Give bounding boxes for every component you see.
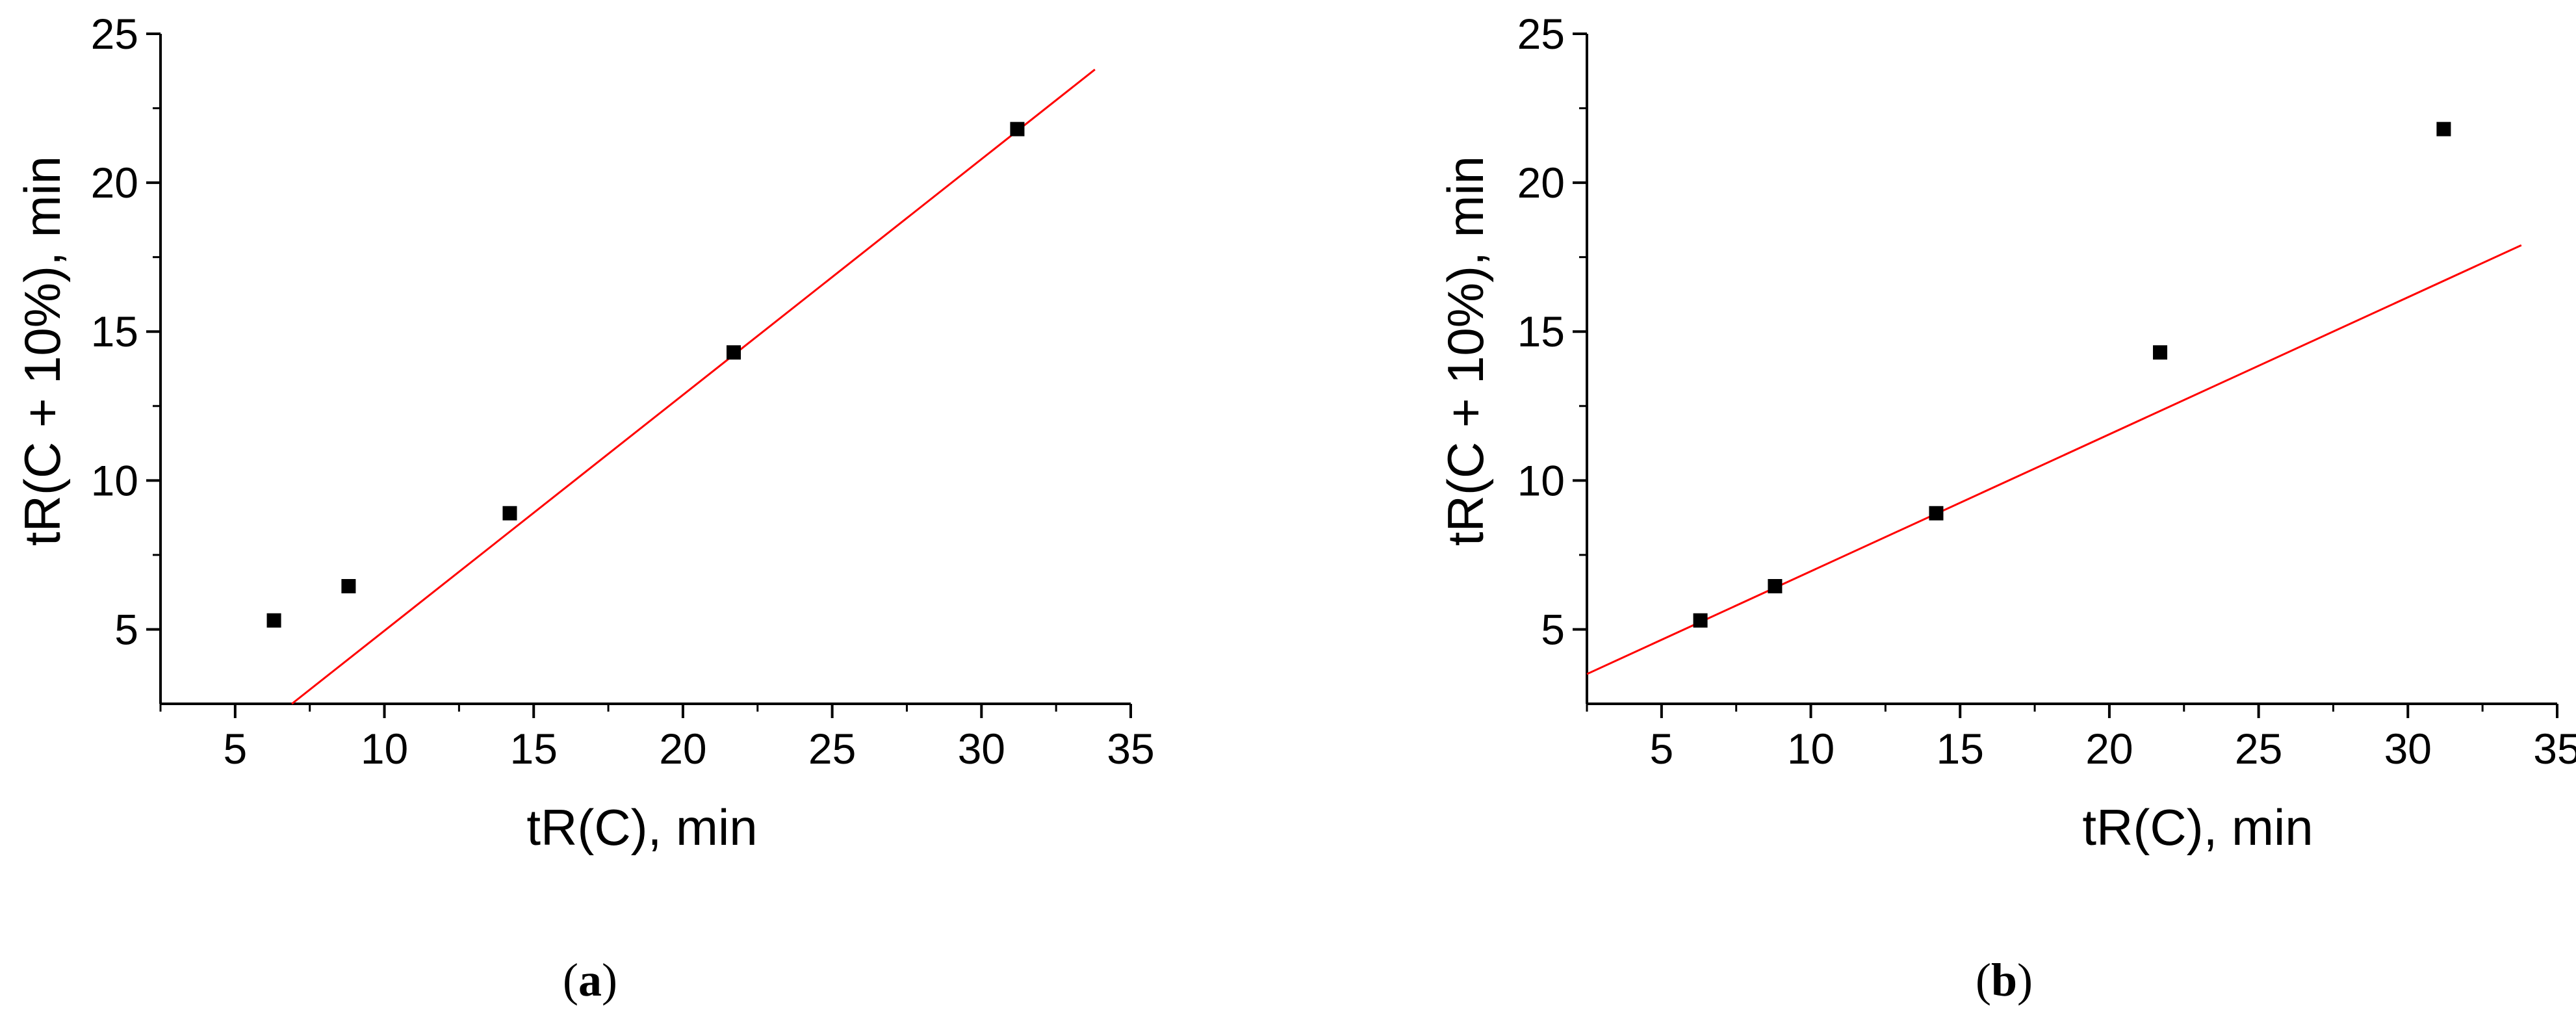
x-tick-label: 5 <box>1649 725 1673 773</box>
y-tick-label: 20 <box>91 159 138 207</box>
y-tick-label: 10 <box>1517 456 1565 504</box>
x-tick-label: 35 <box>1107 725 1154 773</box>
x-tick-label: 35 <box>2533 725 2576 773</box>
scatter-points-b <box>1693 122 2451 628</box>
data-point <box>1693 613 1708 628</box>
data-point <box>266 613 281 628</box>
y-tick-label: 10 <box>91 456 138 504</box>
axes-a: 5 10 15 20 25 30 35 5 10 15 20 25 <box>91 10 1155 773</box>
y-tick-label: 5 <box>114 605 138 653</box>
y-tick-label: 25 <box>91 10 138 58</box>
y-tick-label: 20 <box>1517 159 1565 207</box>
panel-label-b: (b) <box>1976 954 2033 1006</box>
y-axis-title: tR(C + 10%), min <box>1437 156 1494 546</box>
x-tick-label: 15 <box>1937 725 1984 773</box>
fit-line <box>1586 244 2522 675</box>
panel-label-letter: a <box>578 954 602 1006</box>
data-point <box>1010 122 1025 136</box>
data-point <box>2436 122 2451 136</box>
x-tick-label: 30 <box>2384 725 2432 773</box>
axes-b: 5 10 15 20 25 30 35 5 10 15 20 25 <box>1517 10 2576 773</box>
data-point <box>341 579 356 594</box>
scatter-points-a <box>266 122 1025 628</box>
chart-panel-b: 5 10 15 20 25 30 35 5 10 15 20 25 tR(C), min tR(C +… <box>1437 10 2576 1006</box>
y-tick-label: 25 <box>1517 10 1565 58</box>
panel-label-a: (a) <box>563 954 617 1006</box>
y-tick-label: 15 <box>1517 307 1565 355</box>
chart-panel-a: 5 10 15 20 25 30 35 5 10 15 20 25 tR(C), min tR(C +… <box>14 10 1155 1006</box>
panel-label-close: ) <box>2017 954 2033 1006</box>
x-tick-label: 5 <box>223 725 247 773</box>
x-tick-label: 25 <box>2235 725 2282 773</box>
data-point <box>2153 345 2168 360</box>
data-point <box>1768 579 1783 594</box>
x-axis-title: tR(C), min <box>2082 799 2313 856</box>
panel-label-letter: b <box>1991 954 2017 1006</box>
x-tick-label: 30 <box>958 725 1005 773</box>
x-tick-label: 20 <box>2085 725 2133 773</box>
x-tick-label: 15 <box>510 725 558 773</box>
x-tick-label: 10 <box>1787 725 1835 773</box>
data-point <box>727 345 741 360</box>
y-tick-label: 5 <box>1541 605 1565 653</box>
panel-label-open: ( <box>563 954 578 1006</box>
data-point <box>502 506 517 521</box>
fit-line <box>291 68 1096 705</box>
x-tick-label: 10 <box>361 725 408 773</box>
panel-label-open: ( <box>1976 954 1991 1006</box>
y-axis-title: tR(C + 10%), min <box>14 156 71 546</box>
panel-label-close: ) <box>602 954 617 1006</box>
data-point <box>1929 506 1944 521</box>
y-tick-label: 15 <box>91 307 138 355</box>
x-axis-title: tR(C), min <box>526 799 757 856</box>
fit-line-group-a <box>291 68 1096 705</box>
fit-line-group-b <box>1586 244 2522 675</box>
x-tick-label: 20 <box>659 725 706 773</box>
x-tick-label: 25 <box>808 725 856 773</box>
